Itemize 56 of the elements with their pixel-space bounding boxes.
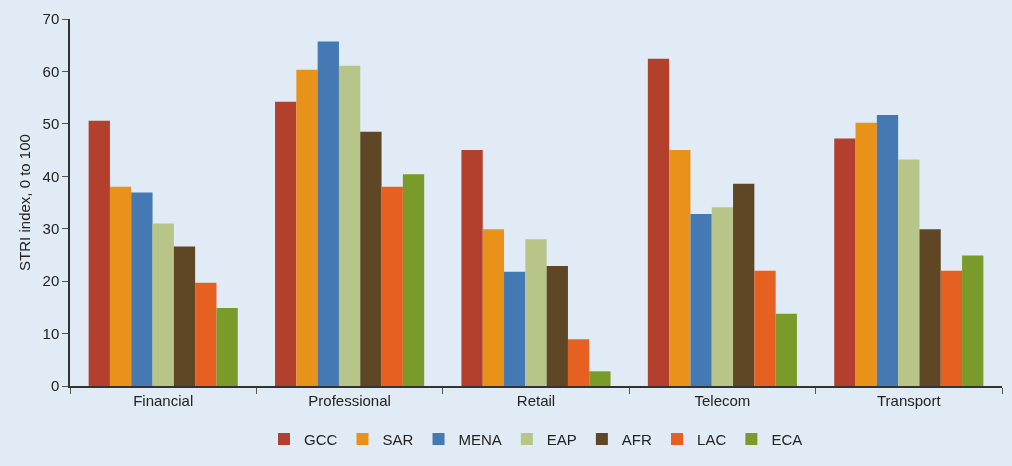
- x-tick-label: Professional: [308, 391, 391, 409]
- bar: [88, 120, 110, 386]
- x-tick-label: Telecom: [694, 391, 751, 409]
- x-tick-label: Transport: [876, 391, 942, 409]
- y-tick-label: 20: [42, 272, 60, 290]
- bar: [690, 214, 712, 386]
- bar: [876, 114, 899, 386]
- bar: [962, 255, 984, 386]
- y-tick-label: 40: [42, 167, 60, 185]
- bar: [775, 313, 797, 386]
- x-tick-label: Retail: [516, 391, 556, 409]
- y-tick-label: 10: [42, 324, 60, 342]
- bar: [525, 239, 547, 386]
- bar: [669, 150, 691, 386]
- y-tick-label: 30: [42, 219, 60, 237]
- bar: [461, 150, 483, 386]
- bar: [402, 174, 425, 386]
- y-axis-title: STRI index, 0 to 100: [15, 134, 33, 271]
- bar: [647, 58, 670, 386]
- legend-label: ECA: [771, 430, 803, 448]
- y-tick-label: 70: [42, 10, 60, 28]
- bar: [131, 192, 153, 386]
- bar: [733, 183, 755, 386]
- legend-label: GCC: [304, 430, 338, 448]
- x-tick-label: Financial: [133, 391, 194, 409]
- y-tick-label: 60: [42, 62, 60, 80]
- y-tick-label: 0: [50, 377, 60, 395]
- bar: [589, 371, 611, 386]
- legend-label: AFR: [621, 430, 653, 448]
- y-tick-label: 50: [42, 115, 60, 133]
- bar: [195, 282, 217, 386]
- bar: [152, 223, 174, 386]
- bar: [317, 41, 339, 386]
- bar: [546, 265, 568, 386]
- bar: [275, 101, 297, 386]
- legend-label: LAC: [697, 430, 727, 448]
- bar: [338, 65, 361, 386]
- bar: [855, 122, 877, 386]
- bar: [940, 270, 963, 386]
- bar: [360, 131, 382, 386]
- bar: [381, 186, 403, 386]
- bar: [711, 207, 734, 386]
- bar: [216, 307, 238, 386]
- bar: [173, 246, 196, 386]
- legend-label: EAP: [546, 430, 577, 448]
- bar: [482, 229, 505, 386]
- bar: [898, 159, 920, 386]
- bar: [567, 339, 590, 386]
- bar: [296, 69, 318, 386]
- bar: [109, 186, 132, 386]
- bar: [754, 270, 776, 386]
- legend-label: MENA: [458, 430, 502, 448]
- bar: [919, 229, 941, 386]
- bar: [834, 138, 856, 386]
- legend-label: SAR: [382, 430, 414, 448]
- bar: [504, 271, 526, 386]
